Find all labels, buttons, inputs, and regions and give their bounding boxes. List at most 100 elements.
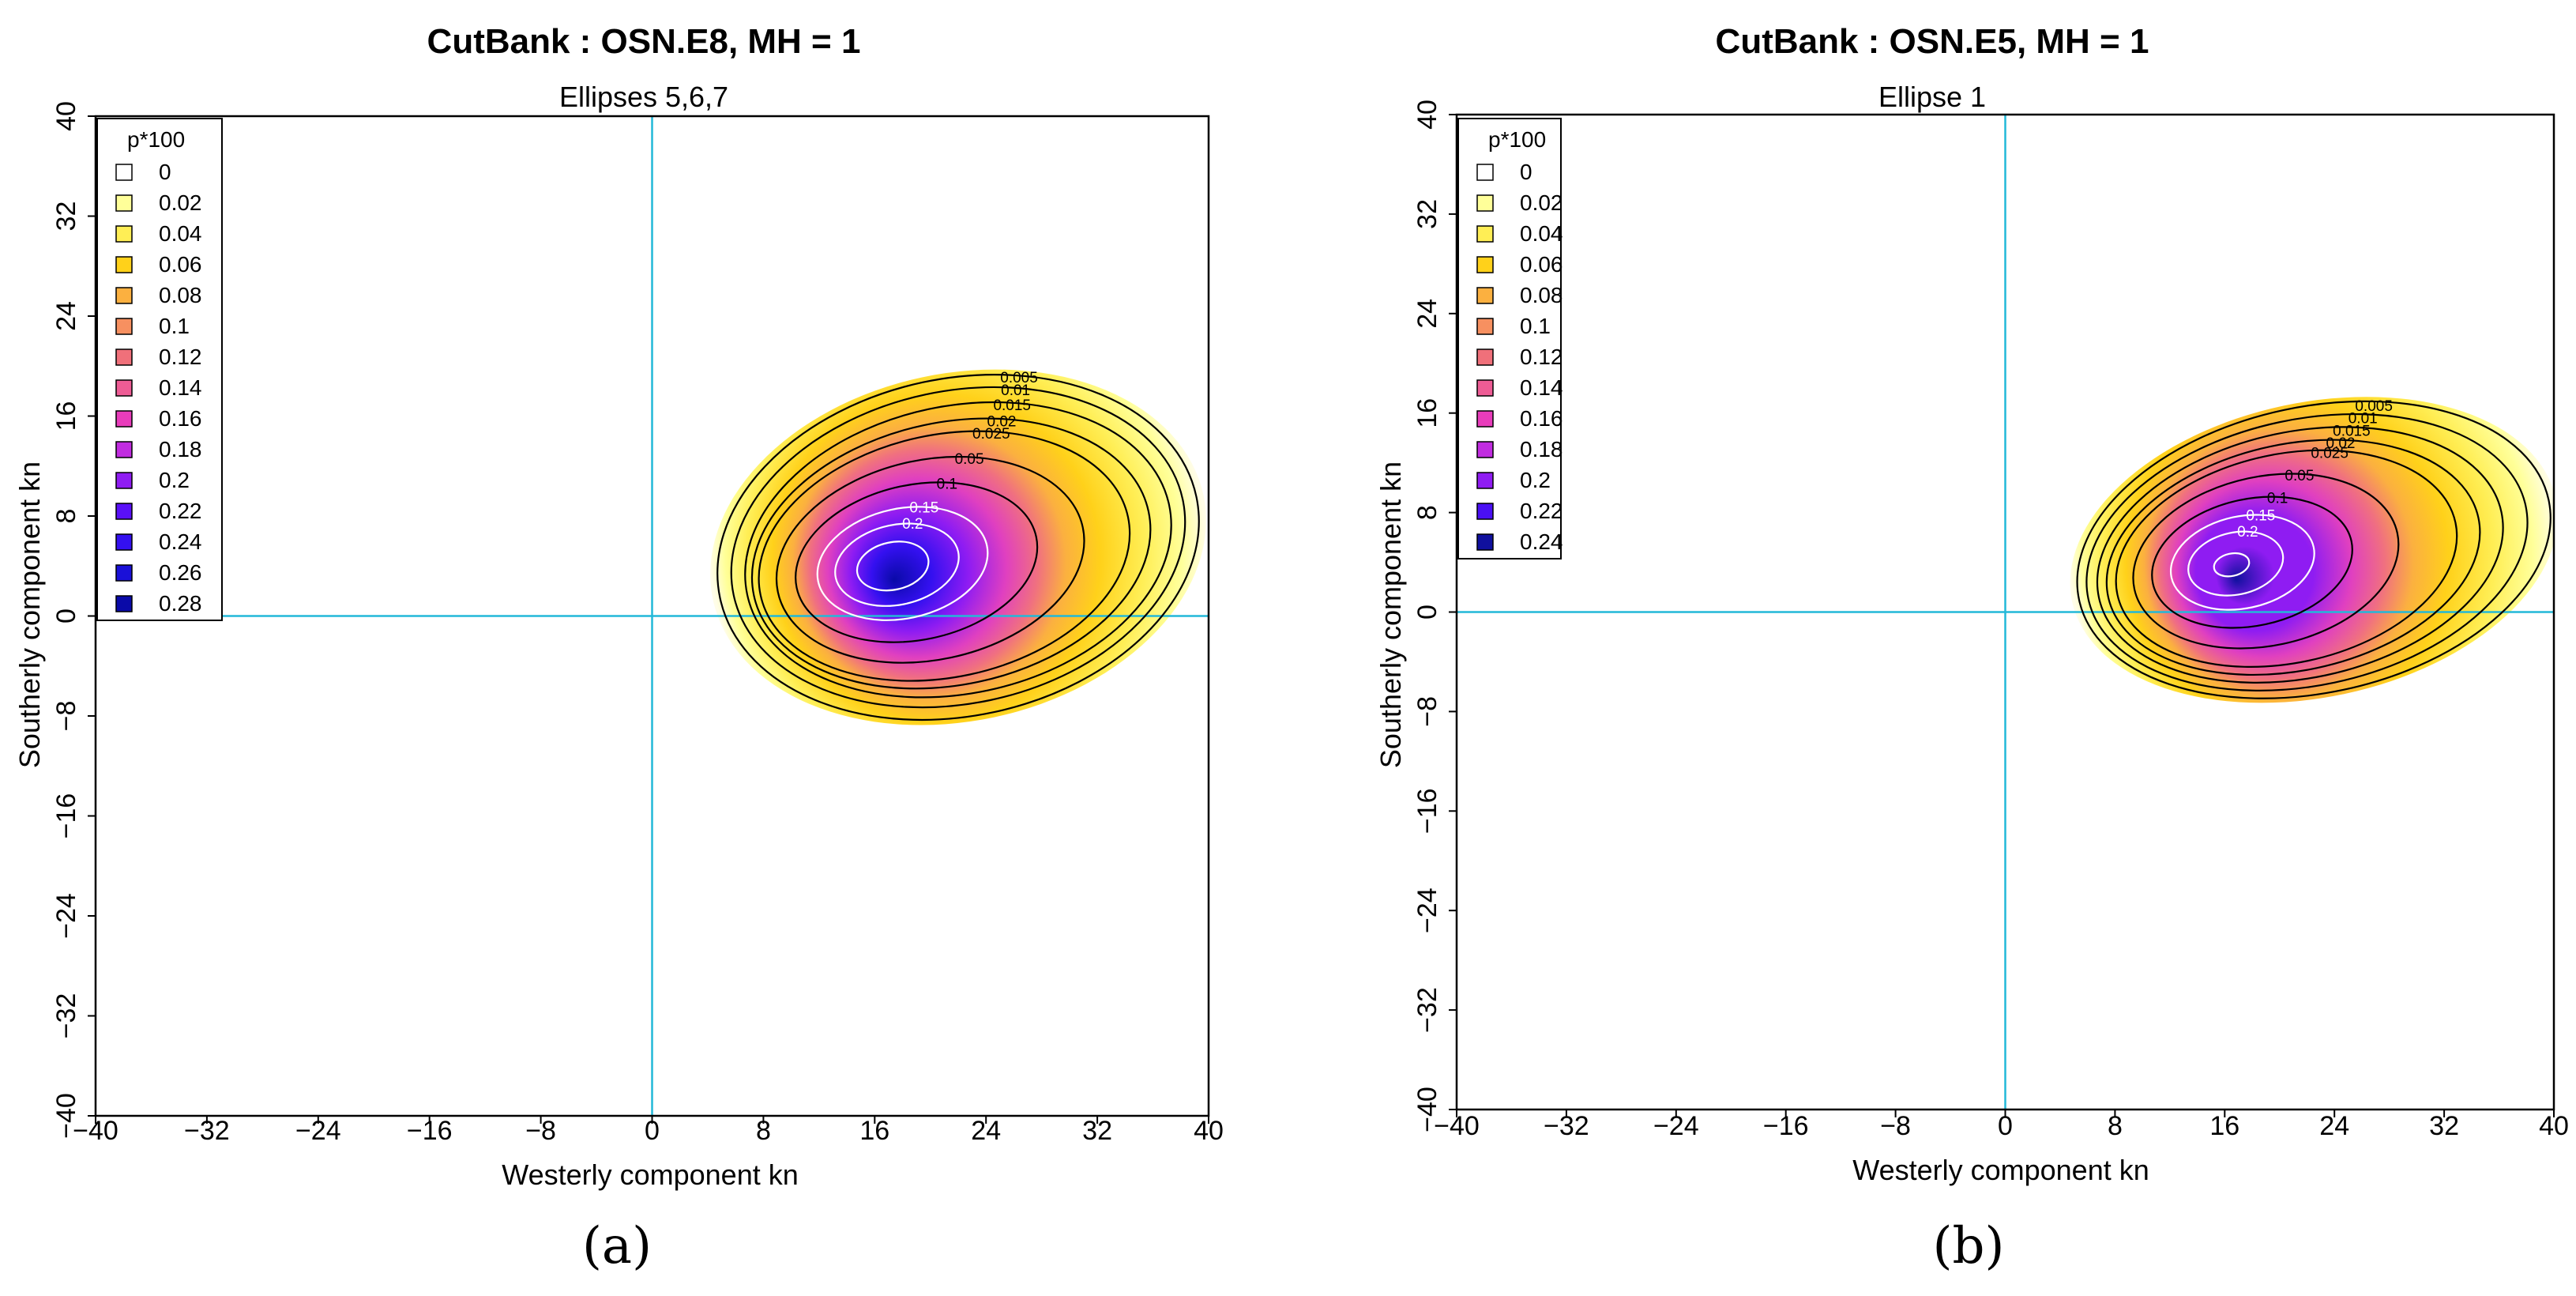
x-tick-label: −24 [1653, 1111, 1699, 1141]
y-tick-label: −32 [1412, 987, 1442, 1033]
y-tick-label: 24 [51, 301, 81, 331]
contour-label: 0.005 [2355, 398, 2393, 415]
legend-swatch [115, 225, 133, 243]
contour-line [2076, 400, 2552, 699]
x-axis-label: Westerly component kn [1852, 1154, 2149, 1186]
legend-swatch [115, 441, 133, 458]
contour-label: 0.025 [972, 426, 1010, 443]
y-tick-label: 24 [1412, 299, 1442, 329]
y-tick-label: 16 [51, 401, 81, 431]
contour-line-inner [2169, 514, 2315, 611]
x-tick-label: −16 [407, 1116, 453, 1146]
legend-swatch [115, 287, 133, 304]
legend-label: 0.14 [1520, 375, 1563, 400]
legend-swatch [115, 503, 133, 520]
y-tick-label: −40 [51, 1093, 81, 1139]
x-tick-label: 16 [2209, 1111, 2239, 1141]
y-tick-label: −24 [51, 893, 81, 939]
legend-swatch [115, 164, 133, 181]
legend-box [1457, 118, 1562, 559]
chart-subtitle: Ellipses 5,6,7 [558, 81, 729, 113]
legend-label: 0.02 [159, 190, 202, 215]
contour-line [775, 455, 1085, 664]
contour-line [2096, 426, 2504, 684]
legend-swatch [1476, 318, 1494, 335]
legend-swatch [115, 595, 133, 612]
contour-line [2132, 473, 2400, 650]
x-tick-label: 40 [2539, 1111, 2569, 1141]
legend-label: 0.14 [159, 375, 202, 400]
contour-label: 0.05 [955, 451, 984, 468]
contour-line [2085, 413, 2529, 691]
legend-label: 0.04 [159, 221, 202, 246]
contour-label: 0.15 [2246, 507, 2275, 524]
y-tick-label: 8 [1412, 505, 1442, 520]
contour-label: 0.02 [987, 413, 1017, 430]
contour-line-inner [816, 506, 989, 621]
legend-label: 0.22 [159, 499, 202, 523]
x-tick-label: −16 [1763, 1111, 1809, 1141]
legend-swatch [115, 194, 133, 212]
x-tick-label: −32 [1544, 1111, 1589, 1141]
legend-swatch [115, 410, 133, 428]
y-tick-label: −16 [51, 793, 81, 839]
contour-line [2105, 439, 2481, 676]
legend-swatch [115, 533, 133, 551]
legend-label: 0.1 [159, 314, 190, 338]
contour-line-inner [2187, 530, 2285, 597]
legend-label: 0.12 [159, 345, 202, 369]
contour-line [730, 386, 1186, 709]
legend-label: 0.24 [159, 529, 202, 554]
legend-swatch [115, 318, 133, 335]
legend-label: 0.06 [159, 252, 202, 277]
legend-swatch [115, 472, 133, 489]
legend-label: 0 [1520, 160, 1532, 184]
x-tick-label: 16 [859, 1116, 889, 1146]
y-tick-label: 32 [1412, 199, 1442, 229]
y-axis-label: Southerly component kn [13, 461, 46, 769]
legend-label: 0.1 [1520, 314, 1551, 338]
x-tick-label: 32 [2429, 1111, 2459, 1141]
contour-label: 0.01 [1001, 382, 1030, 399]
legend-swatch [1476, 410, 1494, 428]
legend-label: 0.02 [1520, 190, 1563, 215]
contour-label: 0.01 [2348, 411, 2378, 428]
legend-label: 0.2 [159, 468, 190, 492]
y-tick-label: 40 [51, 101, 81, 131]
contour-label: 0.1 [2267, 490, 2288, 507]
contour-label: 0.005 [1000, 370, 1038, 386]
x-tick-label: 32 [1082, 1116, 1112, 1146]
legend-swatch [1476, 348, 1494, 366]
contour-plot-b: 0.0050.010.0150.020.0250.050.10.150.2−40… [1412, 100, 2569, 1141]
y-tick-label: 0 [51, 608, 81, 624]
legend-swatch [1476, 256, 1494, 273]
legend-label: 0.2 [1520, 468, 1551, 492]
x-tick-label: −40 [1434, 1111, 1480, 1141]
y-axis-label: Southerly component kn [1374, 461, 1407, 769]
contour-line-inner [834, 522, 960, 607]
contour-line [744, 401, 1172, 699]
panel-label: (b) [1932, 1217, 2005, 1275]
contour-label: 0.1 [937, 476, 957, 492]
y-tick-label: 40 [1412, 100, 1442, 130]
x-tick-label: −40 [73, 1116, 118, 1146]
legend-swatch [115, 348, 133, 366]
legend-label: 0.06 [1520, 252, 1563, 277]
density-fill [710, 369, 1206, 725]
legend-title: p*100 [127, 127, 185, 152]
contour-label: 0.05 [2285, 468, 2314, 484]
contour-label: 0.015 [993, 397, 1031, 414]
x-tick-label: 8 [2108, 1111, 2123, 1141]
x-tick-label: 0 [1998, 1111, 2013, 1141]
contour-line-inner [856, 541, 930, 592]
legend-swatch [1476, 225, 1494, 243]
contour-label: 0.2 [2237, 524, 2258, 541]
contour-line-inner [2213, 552, 2251, 578]
x-tick-label: 24 [2319, 1111, 2349, 1141]
contour-line [2151, 495, 2353, 629]
contour-line [2115, 449, 2458, 669]
legend-label: 0.08 [1520, 283, 1563, 307]
x-tick-label: −8 [525, 1116, 556, 1146]
